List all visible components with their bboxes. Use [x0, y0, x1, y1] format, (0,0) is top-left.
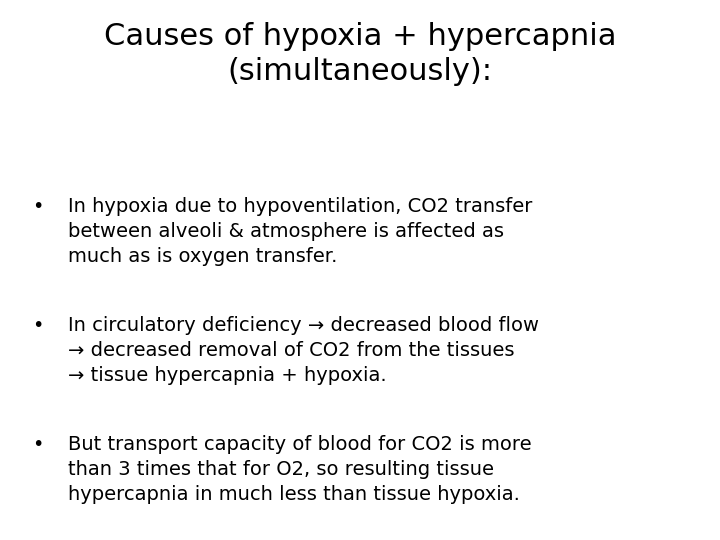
Text: But transport capacity of blood for CO2 is more
than 3 times that for O2, so res: But transport capacity of blood for CO2 … — [68, 435, 532, 504]
Text: In hypoxia due to hypoventilation, CO2 transfer
between alveoli & atmosphere is : In hypoxia due to hypoventilation, CO2 t… — [68, 197, 533, 266]
Text: •: • — [32, 435, 44, 454]
Text: Causes of hypoxia + hypercapnia
(simultaneously):: Causes of hypoxia + hypercapnia (simulta… — [104, 22, 616, 86]
Text: •: • — [32, 316, 44, 335]
Text: •: • — [32, 197, 44, 216]
Text: In circulatory deficiency → decreased blood flow
→ decreased removal of CO2 from: In circulatory deficiency → decreased bl… — [68, 316, 539, 385]
